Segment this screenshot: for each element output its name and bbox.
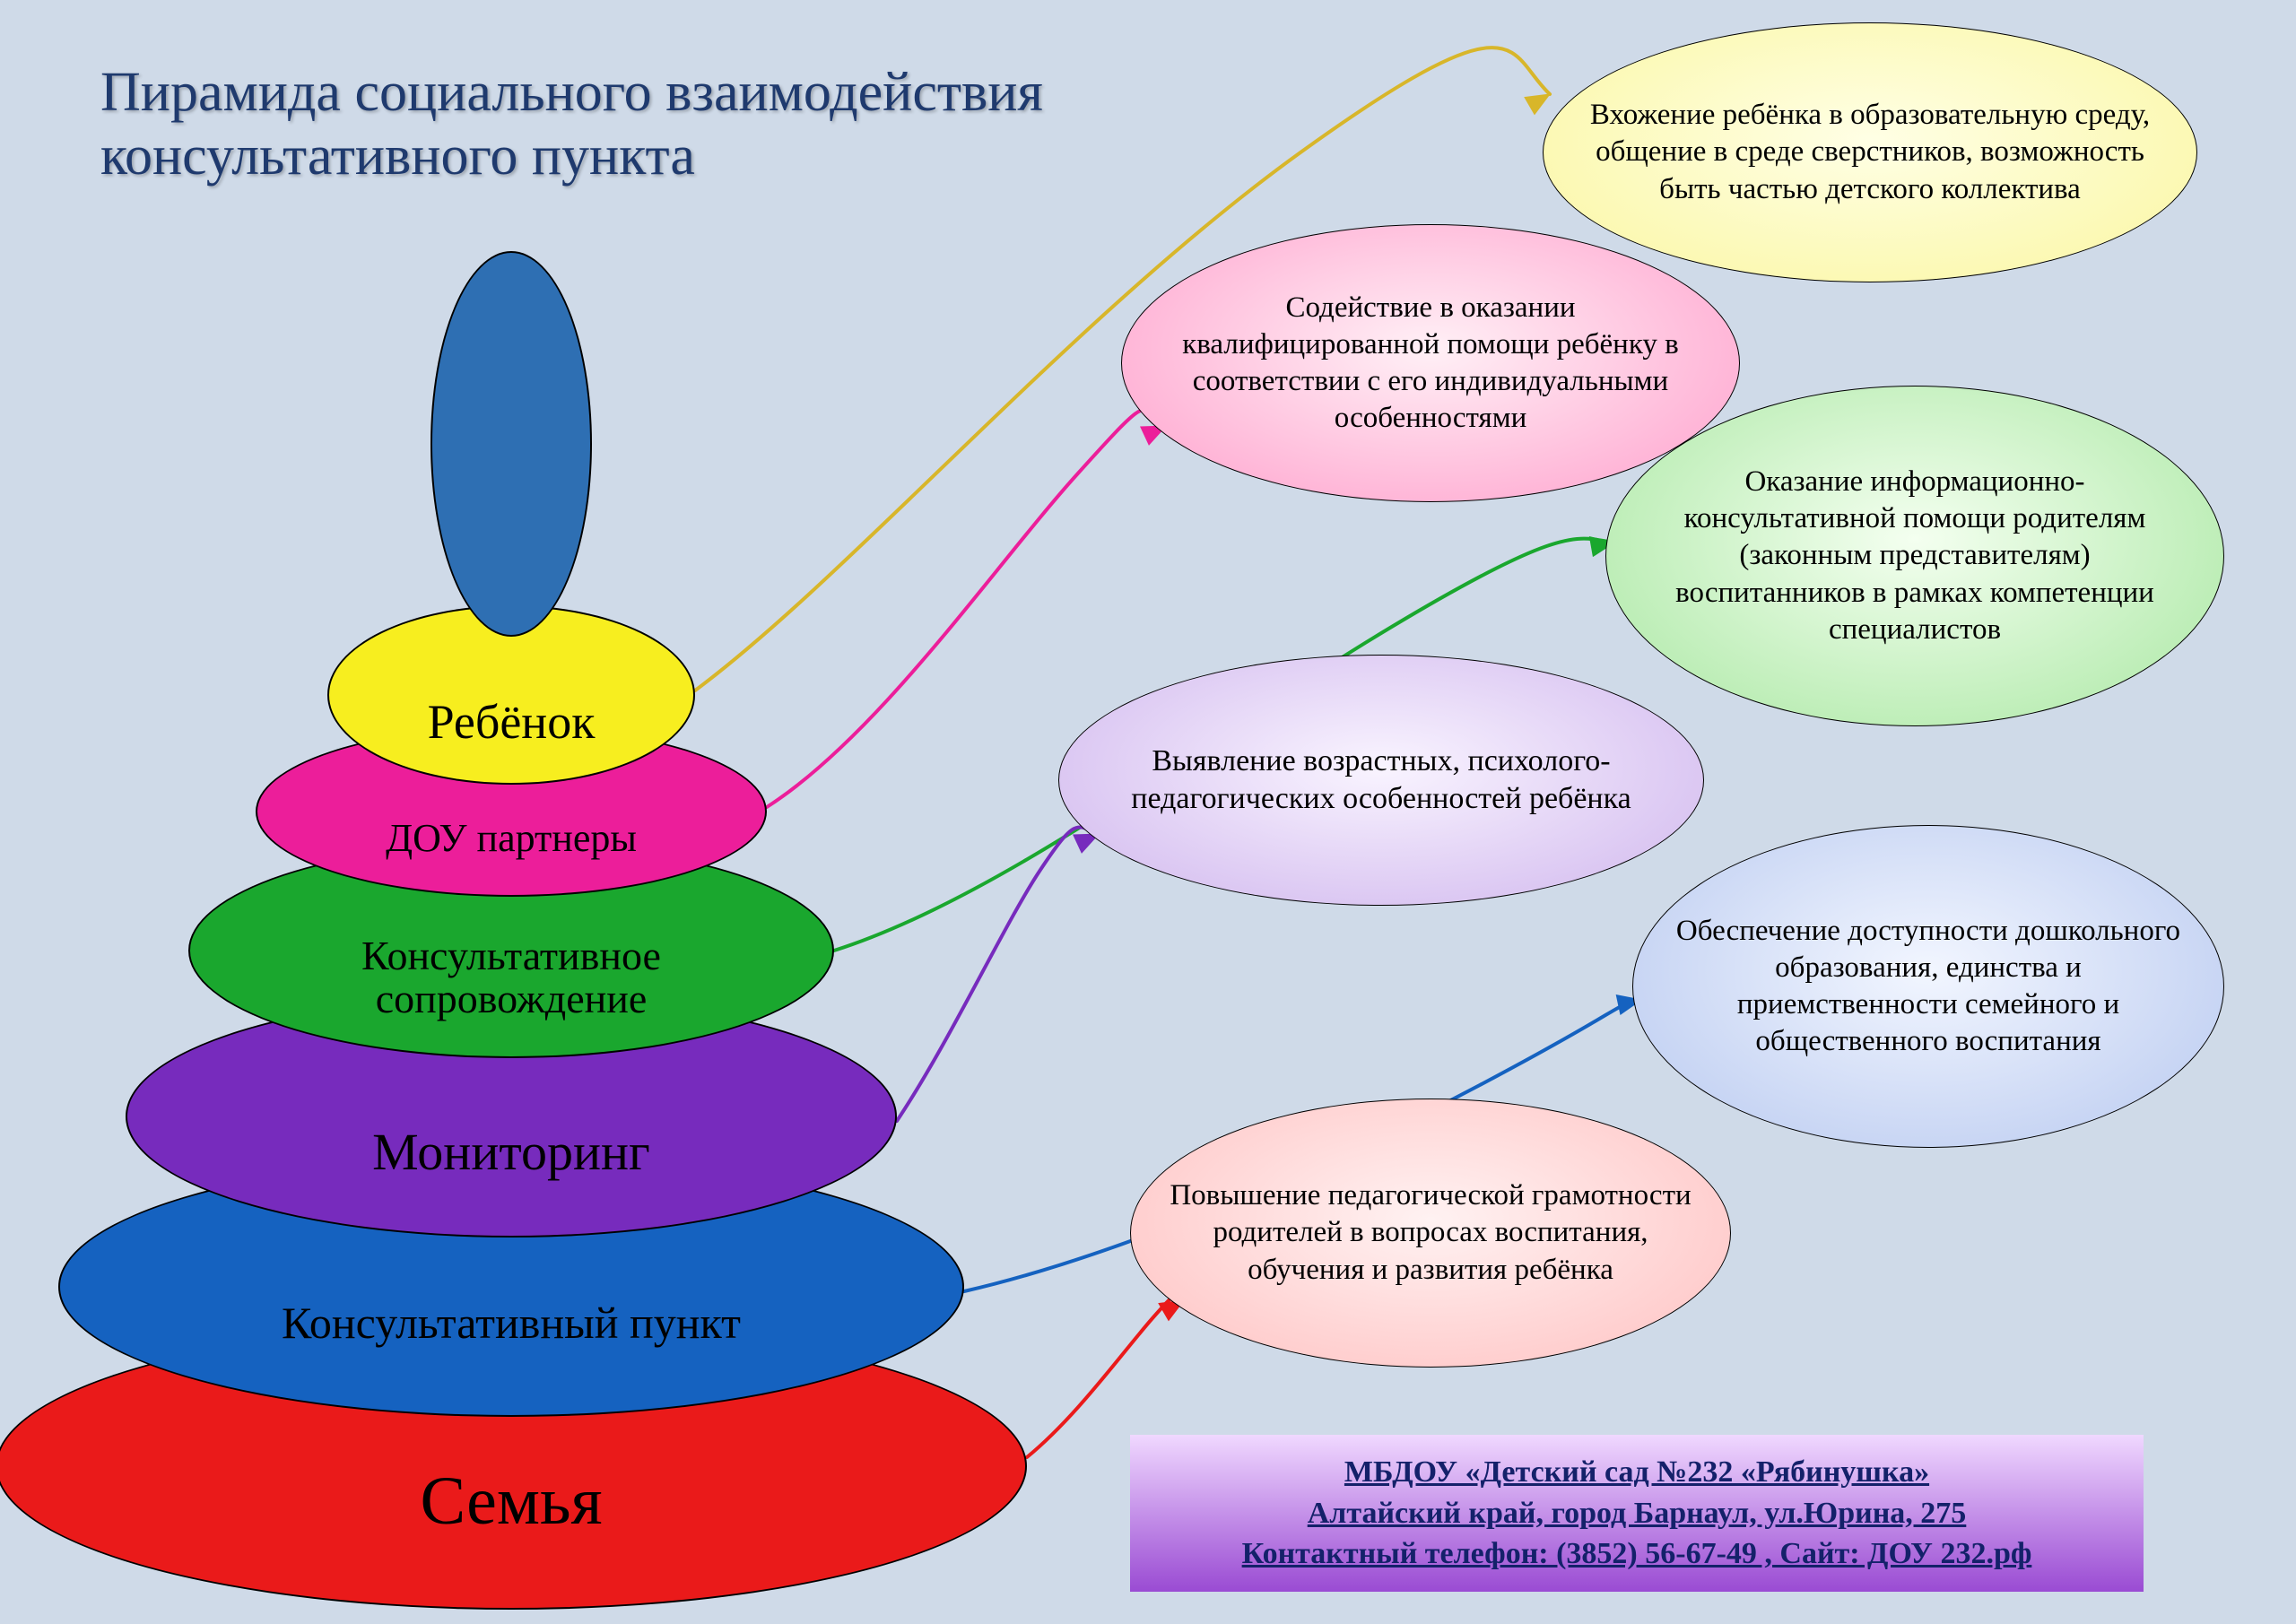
callout-c_yellow: Вхожение ребёнка в образовательную среду… (1543, 22, 2197, 282)
footer-line: МБДОУ «Детский сад №232 «Рябинушка» (1152, 1452, 2122, 1493)
pyramid-ring-label: Консультативное сопровождение (361, 934, 661, 1021)
pyramid-ring-label: Ребёнок (428, 697, 596, 748)
callout-c_green: Оказание информационно-консультативной п… (1605, 386, 2224, 726)
pyramid-ring-label: Мониторинг (372, 1125, 650, 1180)
page-title: Пирамида социального взаимодействия конс… (100, 61, 1043, 188)
footer-contact-box: МБДОУ «Детский сад №232 «Рябинушка»Алтай… (1130, 1435, 2144, 1592)
footer-line: Алтайский край, город Барнаул, ул.Юрина,… (1152, 1493, 2122, 1534)
footer-line: Контактный телефон: (3852) 56-67-49 , Са… (1152, 1533, 2122, 1575)
pyramid-ring-label: Семья (420, 1466, 602, 1538)
callout-text: Выявление возрастных, психолого-педагоги… (1095, 743, 1667, 819)
callout-c_purple: Выявление возрастных, психолого-педагоги… (1058, 655, 1704, 906)
callout-text: Повышение педагогической грамотности род… (1167, 1177, 1694, 1289)
callout-text: Вхожение ребёнка в образовательную среду… (1579, 97, 2161, 208)
infographic-stage: Пирамида социального взаимодействия конс… (0, 0, 2296, 1624)
pyramid-ring-label: Консультативный пункт (282, 1299, 741, 1347)
callout-text: Оказание информационно-консультативной п… (1642, 464, 2187, 648)
callout-c_pink: Содействие в оказании квалифицированной … (1121, 224, 1740, 502)
pyramid-ring-label: ДОУ партнеры (386, 818, 637, 859)
callout-text: Обеспечение доступности дошкольного обра… (1669, 913, 2187, 1061)
pyramid-cap (430, 251, 592, 637)
callout-text: Содействие в оказании квалифицированной … (1158, 290, 1703, 438)
callout-c_red: Повышение педагогической грамотности род… (1130, 1099, 1731, 1368)
callout-c_blue: Обеспечение доступности дошкольного обра… (1632, 825, 2224, 1148)
